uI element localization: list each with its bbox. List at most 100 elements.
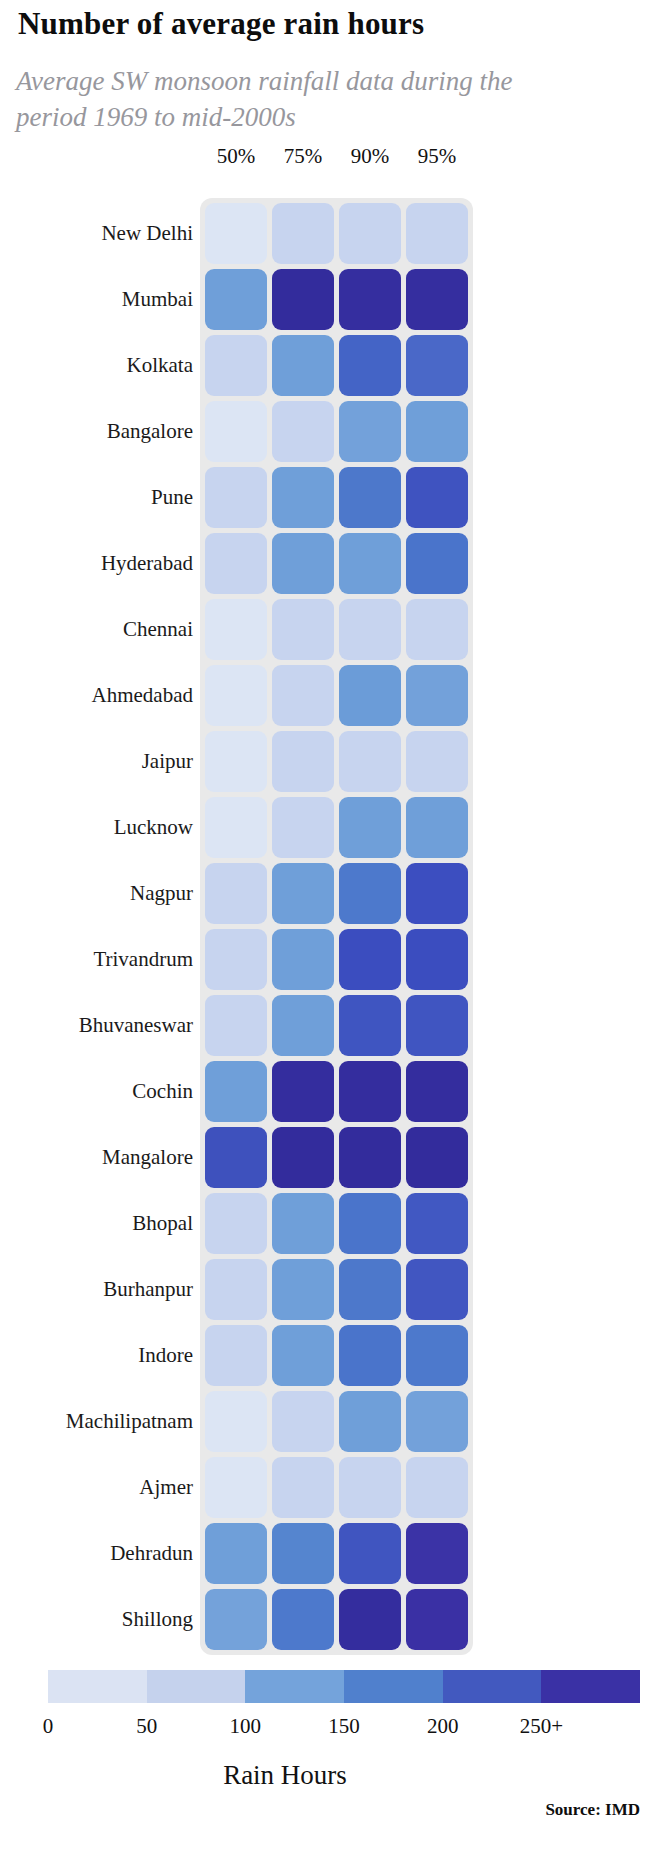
row-label: Pune bbox=[0, 467, 193, 528]
heatmap-cell bbox=[339, 1391, 401, 1452]
heatmap-cell bbox=[205, 203, 267, 264]
heatmap-cell bbox=[272, 665, 334, 726]
legend-ticks: 050100150200250+ bbox=[48, 1714, 640, 1740]
legend-swatch bbox=[344, 1670, 443, 1703]
heatmap-cell bbox=[272, 467, 334, 528]
heatmap-cell bbox=[272, 1589, 334, 1650]
heatmap-cell bbox=[406, 1589, 468, 1650]
row-label: Ajmer bbox=[0, 1457, 193, 1518]
row-label: Bhuvaneswar bbox=[0, 995, 193, 1056]
heatmap-cell bbox=[406, 599, 468, 660]
column-header: 50% bbox=[205, 144, 267, 169]
heatmap-cell bbox=[272, 1523, 334, 1584]
heatmap-cell bbox=[272, 929, 334, 990]
heatmap-cell bbox=[406, 269, 468, 330]
heatmap-cell bbox=[406, 1523, 468, 1584]
heatmap-cell bbox=[339, 863, 401, 924]
row-label: Burhanpur bbox=[0, 1259, 193, 1320]
legend-tick: 250+ bbox=[520, 1714, 563, 1739]
heatmap-cell bbox=[205, 401, 267, 462]
heatmap-cell bbox=[272, 1391, 334, 1452]
heatmap-cell bbox=[339, 599, 401, 660]
heatmap-cell bbox=[272, 1457, 334, 1518]
heatmap-cell bbox=[272, 335, 334, 396]
heatmap-cell bbox=[205, 599, 267, 660]
heatmap-cell bbox=[339, 665, 401, 726]
legend-tick: 0 bbox=[43, 1714, 54, 1739]
heatmap-cell bbox=[205, 1061, 267, 1122]
heatmap-cell bbox=[406, 863, 468, 924]
heatmap-cell bbox=[205, 929, 267, 990]
heatmap-cell bbox=[406, 1391, 468, 1452]
column-header: 75% bbox=[272, 144, 334, 169]
row-label: Dehradun bbox=[0, 1523, 193, 1584]
heatmap-cell bbox=[406, 731, 468, 792]
heatmap-cell bbox=[339, 203, 401, 264]
heatmap-cell bbox=[205, 533, 267, 594]
heatmap-cell bbox=[339, 1325, 401, 1386]
heatmap-cell bbox=[272, 1259, 334, 1320]
row-label: Lucknow bbox=[0, 797, 193, 858]
legend-swatch bbox=[147, 1670, 246, 1703]
heatmap-cell bbox=[205, 797, 267, 858]
heatmap-cell bbox=[205, 1325, 267, 1386]
heatmap-cell bbox=[272, 1127, 334, 1188]
heatmap-cell bbox=[205, 1259, 267, 1320]
heatmap-cell bbox=[406, 1061, 468, 1122]
legend-swatch bbox=[245, 1670, 344, 1703]
heatmap-cell bbox=[339, 797, 401, 858]
row-label: Shillong bbox=[0, 1589, 193, 1650]
chart-title: Number of average rain hours bbox=[18, 6, 424, 42]
heatmap-cell bbox=[339, 1061, 401, 1122]
heatmap-cell bbox=[406, 1193, 468, 1254]
heatmap-cell bbox=[339, 467, 401, 528]
row-label: Nagpur bbox=[0, 863, 193, 924]
heatmap-cell bbox=[205, 335, 267, 396]
heatmap-cell bbox=[339, 1193, 401, 1254]
heatmap-cell bbox=[406, 1127, 468, 1188]
legend-tick: 200 bbox=[427, 1714, 459, 1739]
heatmap-cell bbox=[406, 665, 468, 726]
row-label: Bhopal bbox=[0, 1193, 193, 1254]
heatmap-cell bbox=[205, 1523, 267, 1584]
row-label: Mumbai bbox=[0, 269, 193, 330]
row-label: Trivandrum bbox=[0, 929, 193, 990]
heatmap-cell bbox=[339, 929, 401, 990]
heatmap-cell bbox=[205, 1193, 267, 1254]
row-label: Jaipur bbox=[0, 731, 193, 792]
legend-color-strip bbox=[48, 1670, 640, 1703]
heatmap-cell bbox=[272, 797, 334, 858]
legend-tick: 50 bbox=[136, 1714, 157, 1739]
legend-tick: 150 bbox=[328, 1714, 360, 1739]
heatmap-grid bbox=[200, 198, 473, 1655]
legend-swatch bbox=[48, 1670, 147, 1703]
heatmap-cell bbox=[272, 401, 334, 462]
heatmap-cell bbox=[205, 1391, 267, 1452]
heatmap-cell bbox=[406, 797, 468, 858]
row-label: Hyderabad bbox=[0, 533, 193, 594]
heatmap-cell bbox=[205, 467, 267, 528]
heatmap-cell bbox=[272, 1061, 334, 1122]
source-note: Source: IMD bbox=[545, 1800, 640, 1820]
row-label: Machilipatnam bbox=[0, 1391, 193, 1452]
heatmap-cell bbox=[339, 995, 401, 1056]
heatmap-cell bbox=[205, 995, 267, 1056]
heatmap-cell bbox=[339, 1127, 401, 1188]
heatmap-cell bbox=[406, 929, 468, 990]
heatmap-cell bbox=[205, 731, 267, 792]
heatmap-cell bbox=[406, 1325, 468, 1386]
legend-caption: Rain Hours bbox=[0, 1760, 570, 1791]
heatmap-cell bbox=[339, 335, 401, 396]
legend-tick: 100 bbox=[230, 1714, 262, 1739]
row-label: New Delhi bbox=[0, 203, 193, 264]
heatmap-cell bbox=[272, 1325, 334, 1386]
heatmap-cell bbox=[406, 1259, 468, 1320]
row-label: Bangalore bbox=[0, 401, 193, 462]
heatmap-cell bbox=[339, 269, 401, 330]
heatmap-cell bbox=[205, 665, 267, 726]
heatmap-cell bbox=[272, 863, 334, 924]
heatmap-cell bbox=[406, 533, 468, 594]
heatmap-cell bbox=[205, 269, 267, 330]
heatmap-cell bbox=[406, 995, 468, 1056]
heatmap-cell bbox=[272, 599, 334, 660]
